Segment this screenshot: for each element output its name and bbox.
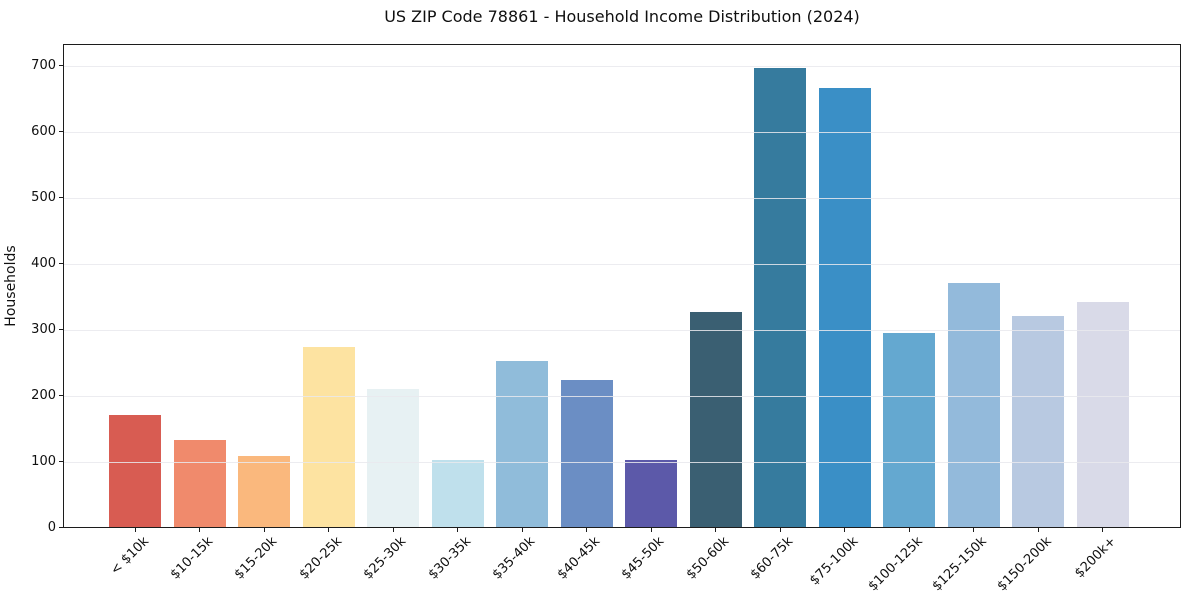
x-tick-label: $35-40k <box>490 534 539 583</box>
gridline <box>64 462 1180 463</box>
y-tick <box>59 263 63 265</box>
x-tick <box>586 528 587 532</box>
x-tick-label: $150-200k <box>994 534 1055 594</box>
y-tick <box>59 395 63 397</box>
gridline <box>64 66 1180 67</box>
x-tick <box>779 528 781 532</box>
bar <box>625 460 677 527</box>
bar <box>109 415 161 527</box>
x-tick <box>1037 528 1039 532</box>
x-tick <box>328 528 329 532</box>
x-tick <box>457 528 458 532</box>
x-tick <box>715 528 716 532</box>
x-tick <box>650 528 652 532</box>
gridline <box>64 396 1180 397</box>
y-tick <box>59 65 63 67</box>
y-tick-label: 500 <box>31 190 56 206</box>
bar <box>1076 302 1129 527</box>
y-tick-label: 0 <box>47 520 56 535</box>
y-tick-label: 400 <box>31 256 56 272</box>
bar <box>496 361 548 527</box>
x-tick-label: $50-60k <box>683 534 733 583</box>
bar <box>238 456 290 527</box>
x-tick-label: $20-25k <box>296 534 346 583</box>
gridline <box>64 132 1180 133</box>
x-tick-label: $125-150k <box>929 534 991 594</box>
bar <box>367 389 419 527</box>
y-tick <box>59 461 63 463</box>
y-tick <box>59 197 63 199</box>
gridline <box>64 198 1180 199</box>
x-tick-label: $200k+ <box>1072 534 1120 582</box>
x-tick <box>134 528 136 532</box>
x-tick <box>1102 528 1103 532</box>
bar <box>1012 316 1064 527</box>
bar <box>302 347 355 527</box>
y-tick-label: 700 <box>31 58 56 74</box>
bar <box>560 380 613 527</box>
bar <box>689 312 742 527</box>
y-tick-label: 200 <box>31 388 56 404</box>
bar <box>883 333 935 527</box>
x-tick <box>521 528 523 532</box>
x-tick-label: $15-20k <box>232 534 281 583</box>
bar <box>754 68 806 527</box>
x-tick-label: < $10k <box>107 534 152 579</box>
bar <box>818 88 871 527</box>
gridline <box>64 264 1180 265</box>
x-tick-label: $30-35k <box>425 534 475 583</box>
x-tick <box>844 528 845 532</box>
plot-area <box>63 44 1181 528</box>
bar <box>431 460 484 527</box>
bar <box>947 283 1000 527</box>
y-tick <box>59 131 63 133</box>
y-tick-label: 600 <box>31 124 56 140</box>
x-tick <box>263 528 265 532</box>
x-tick <box>199 528 200 532</box>
y-tick-label: 300 <box>31 322 56 338</box>
x-tick-label: $45-50k <box>619 534 668 583</box>
x-tick <box>392 528 394 532</box>
y-tick <box>59 527 63 528</box>
x-tick-label: $75-100k <box>806 534 862 589</box>
chart-title: US ZIP Code 78861 - Household Income Dis… <box>384 7 860 26</box>
y-tick <box>59 329 63 331</box>
x-tick-label: $100-125k <box>865 534 926 594</box>
y-tick-label: 100 <box>31 454 56 470</box>
x-tick-label: $25-30k <box>361 534 410 583</box>
x-tick-label: $60-75k <box>748 534 797 583</box>
bar <box>173 440 226 527</box>
x-tick <box>973 528 974 532</box>
gridline <box>64 330 1180 331</box>
x-tick-label: $10-15k <box>167 534 217 583</box>
x-tick-label: $40-45k <box>554 534 604 583</box>
x-tick <box>908 528 910 532</box>
